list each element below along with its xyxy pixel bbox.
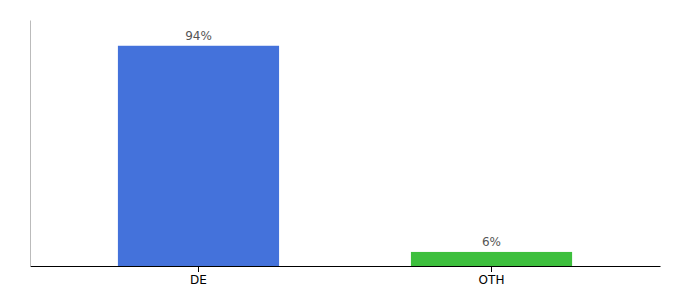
chart-svg: DE OTH 94% 6% bbox=[0, 0, 680, 300]
x-tick: DE bbox=[190, 266, 207, 287]
x-tick-label: OTH bbox=[479, 273, 505, 287]
data-label: 6% bbox=[482, 235, 501, 249]
y-axis-line bbox=[30, 21, 31, 267]
x-tick-label: DE bbox=[190, 273, 207, 287]
chart-container: DE OTH 94% 6% bbox=[0, 0, 680, 300]
plot: DE OTH 94% 6% bbox=[31, 21, 661, 287]
x-tick-mark bbox=[491, 266, 492, 272]
x-axis-line bbox=[31, 266, 661, 267]
data-label: 94% bbox=[185, 29, 212, 43]
x-tick-mark bbox=[198, 266, 199, 272]
bar bbox=[118, 46, 279, 266]
y-axis bbox=[30, 21, 31, 267]
x-axis: DE OTH bbox=[31, 266, 661, 287]
data-labels: 94% 6% bbox=[185, 29, 501, 249]
bars bbox=[118, 46, 572, 266]
x-tick: OTH bbox=[479, 266, 505, 287]
bar bbox=[411, 252, 572, 266]
